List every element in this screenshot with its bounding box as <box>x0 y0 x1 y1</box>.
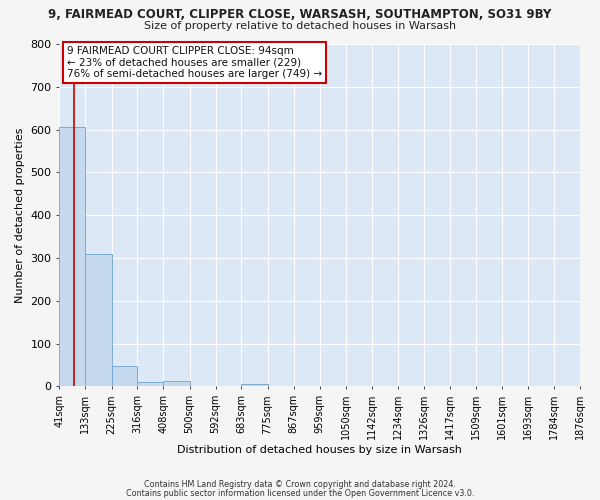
Text: 9 FAIRMEAD COURT CLIPPER CLOSE: 94sqm
← 23% of detached houses are smaller (229): 9 FAIRMEAD COURT CLIPPER CLOSE: 94sqm ← … <box>67 46 322 79</box>
Bar <box>137 382 163 386</box>
Bar <box>59 127 85 386</box>
Bar <box>112 366 137 386</box>
Bar <box>163 382 190 386</box>
Text: Size of property relative to detached houses in Warsash: Size of property relative to detached ho… <box>144 21 456 31</box>
Text: Contains HM Land Registry data © Crown copyright and database right 2024.: Contains HM Land Registry data © Crown c… <box>144 480 456 489</box>
Bar <box>241 384 268 386</box>
X-axis label: Distribution of detached houses by size in Warsash: Distribution of detached houses by size … <box>177 445 462 455</box>
Text: 9, FAIRMEAD COURT, CLIPPER CLOSE, WARSASH, SOUTHAMPTON, SO31 9BY: 9, FAIRMEAD COURT, CLIPPER CLOSE, WARSAS… <box>49 8 551 20</box>
Y-axis label: Number of detached properties: Number of detached properties <box>15 128 25 303</box>
Bar <box>85 254 112 386</box>
Text: Contains public sector information licensed under the Open Government Licence v3: Contains public sector information licen… <box>126 488 474 498</box>
